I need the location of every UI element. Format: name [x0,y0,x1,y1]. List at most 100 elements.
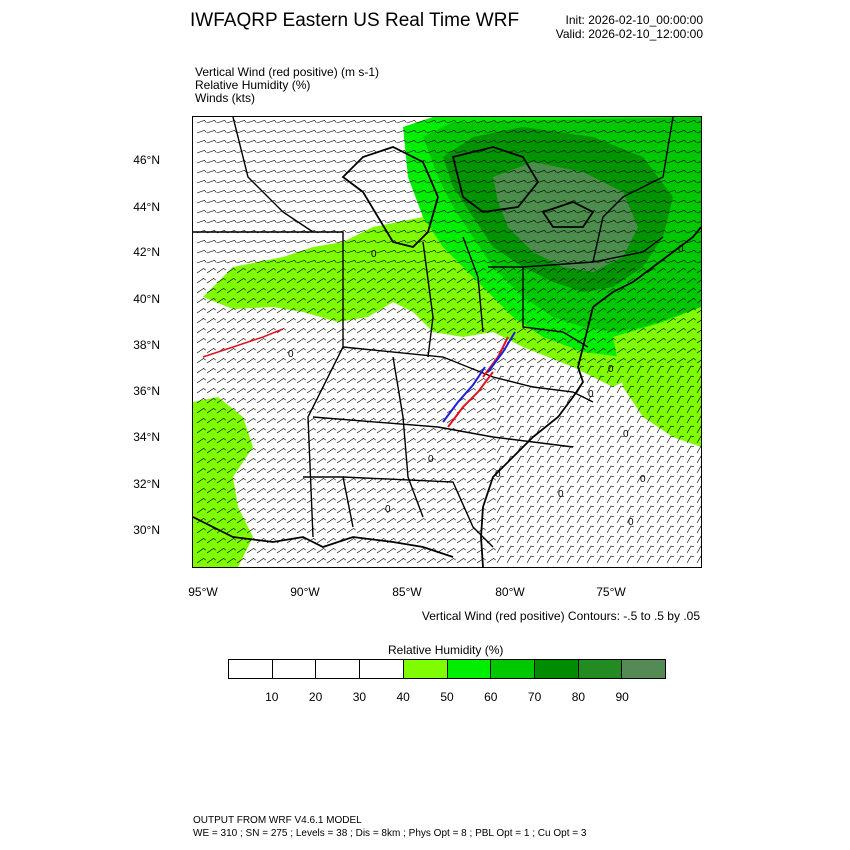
wind-barb [366,368,377,374]
wind-barb [516,365,524,374]
wind-barb [616,505,624,514]
wind-barb [506,139,517,144]
wind-barb [326,448,337,454]
wind-barb [266,368,277,374]
wind-barb [526,119,537,124]
wind-barb [386,129,397,134]
wind-barb [426,239,437,244]
wind-barb [336,438,347,444]
wind-barb [656,268,667,274]
wind-barb [216,298,227,304]
wind-barb [496,298,507,304]
wind-barb [226,149,237,154]
wind-barb [436,518,447,524]
wind-barb [686,288,697,294]
wind-barb [386,169,397,174]
wind-barb [396,199,407,204]
wind-barb [546,318,557,324]
wind-barb [396,548,407,554]
wind-barb [456,378,467,384]
wind-barb [486,308,497,314]
wind-barb [676,505,684,514]
wind-barb [516,358,527,364]
wind-barb [566,149,577,154]
wind-barb [306,458,317,464]
wind-barb [626,535,634,544]
wind-barb [676,445,684,454]
wind-barb [526,209,537,214]
wind-barb [306,149,317,154]
wind-barb [506,495,514,504]
wind-barb [636,445,644,454]
wind-barb [236,209,247,214]
wind-barb [456,199,467,204]
wind-barb [276,189,287,194]
wind-barb [676,278,687,284]
wind-barb [656,249,667,254]
wind-barb [376,388,387,394]
wind-barb [266,558,277,564]
wind-barb [216,388,227,394]
wind-barb [336,159,347,164]
wind-barb [346,169,357,174]
downdraft-contour-north [487,331,516,373]
wind-barb [336,488,347,494]
wind-barb [216,169,227,174]
wind-barb [696,545,701,554]
wind-barb [446,298,457,304]
wind-barb [476,428,487,434]
wind-barb [336,119,347,124]
wind-barb [276,209,287,214]
wind-barb [486,538,497,544]
wind-barb [386,179,397,184]
wind-barb [676,229,687,234]
wind-barb [406,428,417,434]
wind-barb [496,129,507,134]
wind-barb [686,268,697,274]
wind-barb [396,348,407,354]
wind-barb [456,358,467,364]
wind-barb [546,525,554,534]
wind-barb [236,408,247,414]
wind-barb [346,259,357,264]
wind-barb [296,388,307,394]
updraft-contour-west [202,328,284,358]
wind-barb [356,478,367,484]
wind-barb [536,278,547,284]
wind-barb [696,349,701,354]
wind-barb [306,209,317,214]
wind-barb [476,348,487,354]
wind-barb [216,119,227,124]
wind-barb [346,268,357,274]
wind-barb [226,159,237,164]
wind-barb [246,498,257,504]
wind-barb [246,458,257,464]
wind-barb [606,318,617,324]
wind-barb [446,318,457,324]
wind-barb [596,365,604,374]
wind-barb [596,199,607,204]
wind-barb [476,378,487,384]
wind-barb [456,288,467,294]
wind-barb [296,149,307,154]
wind-barb [346,398,357,404]
wind-barb [236,488,247,494]
wind-barb [506,465,514,474]
wind-barb [626,169,637,174]
wind-barb [616,425,624,434]
wind-barb [226,368,237,374]
wind-barb [416,308,427,314]
wind-barb [396,169,407,174]
wind-barb [466,548,477,554]
wind-barb [656,505,664,514]
wind-barb [596,375,604,384]
wind-barb [666,515,674,524]
wind-barb [486,129,497,134]
wind-barb [356,428,367,434]
wind-barb [536,318,547,324]
wind-barb [646,318,657,324]
wind-barb [326,259,337,264]
wind-barb [306,288,317,294]
wind-barb [336,239,347,244]
wind-barb [336,558,347,564]
